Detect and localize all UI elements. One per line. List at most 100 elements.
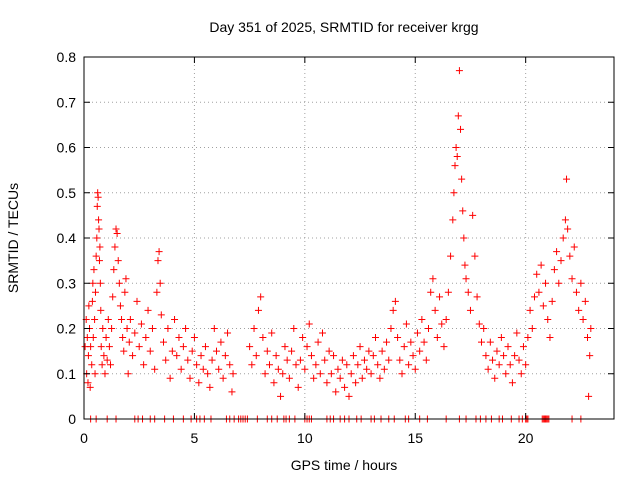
data-point <box>517 370 525 378</box>
data-point <box>563 175 571 183</box>
data-point <box>444 288 452 296</box>
data-point <box>489 356 497 364</box>
data-point <box>358 374 366 382</box>
data-point <box>204 370 212 378</box>
data-point <box>585 392 593 400</box>
data-point <box>460 234 468 242</box>
data-point <box>493 347 501 355</box>
data-point <box>288 347 296 355</box>
data-point <box>210 325 218 332</box>
data-point <box>261 370 269 378</box>
data-point <box>135 343 143 351</box>
data-point <box>137 320 145 328</box>
data-point <box>409 352 417 360</box>
data-point <box>157 311 165 319</box>
data-point <box>360 356 368 364</box>
data-point <box>86 383 94 391</box>
data-point <box>484 365 492 373</box>
data-point <box>550 266 558 274</box>
data-point <box>307 352 315 360</box>
data-point <box>586 352 594 360</box>
data-point <box>98 361 106 369</box>
data-point <box>95 257 103 265</box>
data-point <box>389 306 397 314</box>
data-point <box>84 352 92 360</box>
data-point <box>354 361 362 369</box>
data-point <box>450 189 458 197</box>
data-point <box>166 374 174 382</box>
data-point <box>469 211 477 219</box>
data-point <box>146 347 154 355</box>
data-point <box>156 279 164 287</box>
data-point <box>451 162 459 170</box>
data-point <box>224 329 232 337</box>
data-point <box>104 315 112 323</box>
data-point <box>378 347 386 355</box>
data-point <box>416 347 424 355</box>
data-point <box>195 379 203 387</box>
data-point <box>85 302 93 310</box>
x-tick-label: 10 <box>297 430 313 446</box>
data-point <box>343 361 351 369</box>
data-point <box>190 334 198 342</box>
data-point <box>110 266 118 274</box>
data-point <box>109 293 117 301</box>
data-point <box>449 216 457 224</box>
data-point <box>425 325 432 332</box>
data-point <box>345 392 353 400</box>
data-point <box>519 343 527 351</box>
chart-title: Day 351 of 2025, SRMTID for receiver krg… <box>209 19 478 35</box>
data-point <box>208 356 216 364</box>
data-point <box>316 370 324 378</box>
data-point <box>394 334 402 342</box>
data-point <box>279 370 287 378</box>
data-point <box>452 144 460 151</box>
data-point <box>131 329 139 337</box>
data-point <box>391 297 399 305</box>
x-tick-label: 0 <box>80 430 88 446</box>
data-point <box>268 329 276 337</box>
data-point <box>111 243 119 251</box>
data-point <box>90 266 98 274</box>
data-point <box>537 261 545 269</box>
grid-lines <box>84 57 614 419</box>
data-points <box>81 67 595 423</box>
data-point <box>184 356 192 364</box>
data-point <box>338 356 346 364</box>
data-point <box>283 356 291 364</box>
data-point <box>186 374 194 382</box>
data-point <box>93 234 101 242</box>
data-point <box>118 315 126 323</box>
data-point <box>103 356 111 364</box>
data-point <box>303 343 311 351</box>
y-tick-label: 0.4 <box>57 230 77 246</box>
data-point <box>495 361 503 369</box>
y-tick-label: 0 <box>68 411 76 427</box>
data-point <box>226 361 234 369</box>
data-point <box>91 288 99 296</box>
data-point <box>94 193 102 201</box>
data-point <box>217 338 225 346</box>
data-point <box>188 347 196 355</box>
data-point <box>182 325 190 332</box>
data-point <box>561 216 569 224</box>
y-tick-label: 0.6 <box>57 140 77 156</box>
data-point <box>101 370 109 378</box>
data-point <box>252 352 260 360</box>
data-point <box>385 356 393 364</box>
data-point <box>396 356 404 364</box>
data-point <box>491 374 499 382</box>
data-point <box>471 252 479 260</box>
data-point <box>372 334 379 342</box>
data-point <box>508 379 516 387</box>
data-point <box>140 361 148 369</box>
data-point <box>546 334 554 342</box>
data-point <box>336 374 344 382</box>
data-point <box>319 329 326 337</box>
data-point <box>461 261 469 269</box>
data-point <box>398 370 406 378</box>
data-point <box>579 315 587 323</box>
data-point <box>367 370 375 378</box>
data-point <box>96 243 104 251</box>
